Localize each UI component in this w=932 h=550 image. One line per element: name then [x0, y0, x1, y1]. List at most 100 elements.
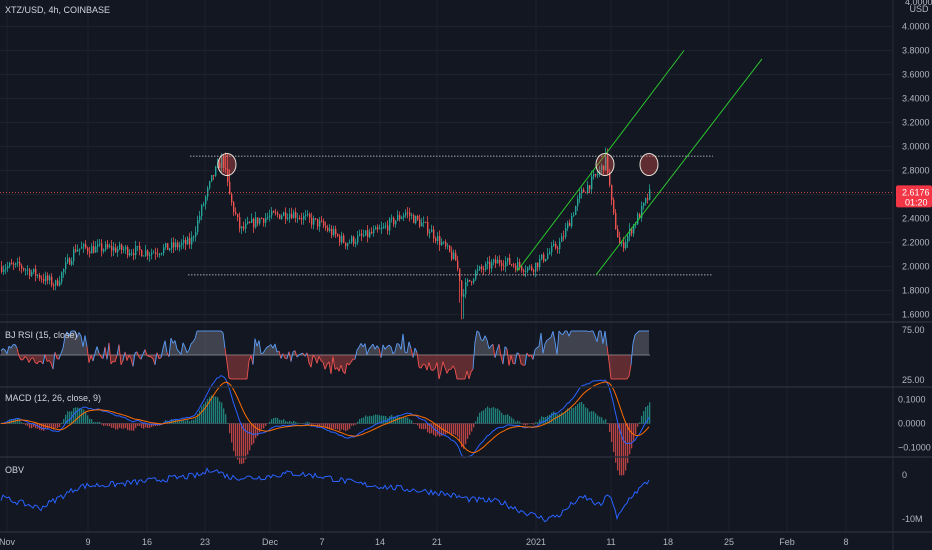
- macd-tick-label: 0.1000: [898, 394, 926, 404]
- candle-body: [471, 281, 473, 283]
- candle-body: [569, 222, 571, 227]
- candle-body: [337, 234, 339, 236]
- macd-histogram-bar: [33, 423, 35, 428]
- candle-body: [31, 272, 33, 276]
- rsi-line-segment: [118, 344, 122, 365]
- rsi-line-segment: [370, 343, 374, 347]
- rsi-line-segment: [288, 351, 292, 362]
- macd-histogram-bar: [523, 423, 525, 425]
- macd-histogram-bar: [269, 421, 271, 424]
- rsi-fill: [427, 355, 429, 371]
- candle-body: [315, 218, 317, 220]
- macd-histogram-bar: [185, 420, 187, 424]
- rsi-line-segment: [488, 345, 492, 349]
- candle-body: [209, 181, 211, 189]
- candle-body: [233, 202, 235, 213]
- macd-histogram-bar: [137, 423, 139, 426]
- rsi-line-segment: [296, 354, 300, 358]
- candle-body: [231, 194, 233, 203]
- macd-histogram-bar: [291, 421, 293, 424]
- candle-body: [445, 241, 447, 247]
- rsi-line-segment: [114, 355, 118, 363]
- macd-histogram-bar: [261, 423, 263, 430]
- candle-body: [377, 227, 379, 229]
- macd-histogram-bar: [543, 416, 545, 424]
- candle-body: [329, 228, 331, 231]
- rsi-line-segment: [280, 353, 284, 359]
- rsi-line-segment: [606, 345, 610, 362]
- macd-histogram-bar: [135, 423, 137, 429]
- macd-histogram-bar: [67, 411, 69, 424]
- rsi-line-segment: [440, 361, 444, 372]
- candle-body: [601, 165, 603, 170]
- obv-pane[interactable]: [0, 467, 650, 523]
- macd-histogram-bar: [297, 422, 299, 424]
- candle-body: [275, 212, 277, 214]
- rsi-fill: [239, 355, 241, 379]
- candle-body: [301, 218, 303, 220]
- candle-body: [185, 240, 187, 245]
- candle-body: [153, 252, 155, 254]
- candle-body: [357, 235, 359, 243]
- rsi-line-segment: [364, 343, 368, 355]
- macd-histogram-bar: [253, 423, 255, 444]
- rsi-line-segment: [264, 346, 268, 351]
- candle-body: [523, 270, 525, 272]
- rsi-line-segment: [338, 364, 342, 372]
- rsi-line-segment: [314, 357, 318, 364]
- candle-body: [61, 272, 63, 282]
- candle-body: [91, 246, 93, 254]
- macd-histogram-bar: [205, 401, 207, 424]
- rsi-line-segment: [540, 332, 544, 354]
- candle-body: [527, 267, 529, 271]
- macd-histogram-bar: [409, 419, 411, 424]
- macd-histogram-bar: [433, 423, 435, 436]
- candle-body: [25, 269, 27, 271]
- time-axis[interactable]: Nov 9 16 23 Dec 7 14 21 2021 11 18 25 Feb 8: [0, 537, 849, 547]
- macd-histogram-bar: [51, 423, 53, 429]
- macd-histogram-bar: [527, 423, 529, 425]
- rsi-line-segment: [566, 330, 570, 337]
- rsi-line-segment: [408, 341, 412, 349]
- macd-histogram-bar: [603, 420, 605, 424]
- price-pane[interactable]: [0, 50, 893, 320]
- symbol-title[interactable]: XTZ/USD, 4h, COINBASE: [5, 5, 111, 15]
- macd-label[interactable]: MACD (12, 26, close, 9): [5, 393, 102, 403]
- candle-body: [531, 266, 533, 271]
- candle-body: [449, 245, 451, 252]
- rsi-line-segment: [310, 355, 314, 368]
- candle-body: [277, 213, 279, 215]
- candle-body: [215, 166, 217, 176]
- rsi-fill: [65, 331, 67, 355]
- macd-histogram-bar: [569, 409, 571, 424]
- rsi-line-segment: [140, 353, 144, 360]
- rsi-pane[interactable]: [0, 330, 650, 380]
- candle-body: [291, 213, 293, 219]
- rsi-fill: [409, 341, 411, 355]
- candle-body: [93, 246, 95, 253]
- rsi-line-segment: [382, 344, 386, 350]
- macd-histogram-bar: [123, 423, 125, 429]
- rsi-fill: [383, 344, 385, 355]
- rsi-label[interactable]: BJ RSI (15, close): [5, 330, 78, 340]
- candle-body: [355, 242, 357, 244]
- obv-label[interactable]: OBV: [5, 465, 25, 475]
- macd-pane[interactable]: [0, 374, 651, 476]
- candle-body: [383, 226, 385, 228]
- candle-body: [513, 264, 515, 266]
- rsi-fill: [73, 331, 75, 355]
- macd-histogram-bar: [289, 421, 291, 424]
- rsi-line-segment: [4, 349, 8, 354]
- macd-histogram-bar: [583, 404, 585, 424]
- rsi-line-segment: [486, 339, 490, 349]
- candle-body: [629, 228, 631, 236]
- macd-histogram-bar: [343, 423, 345, 431]
- rsi-line-segment: [278, 350, 282, 359]
- macd-histogram-bar: [309, 422, 311, 424]
- rsi-line-segment: [132, 352, 136, 367]
- macd-histogram-bar: [273, 418, 275, 424]
- macd-histogram-bar: [35, 423, 37, 429]
- rsi-fill: [481, 339, 483, 355]
- price-axis[interactable]: 4.0000 3.8000 3.6000 3.4000 3.2000 3.0000 2.80…: [892, 0, 932, 550]
